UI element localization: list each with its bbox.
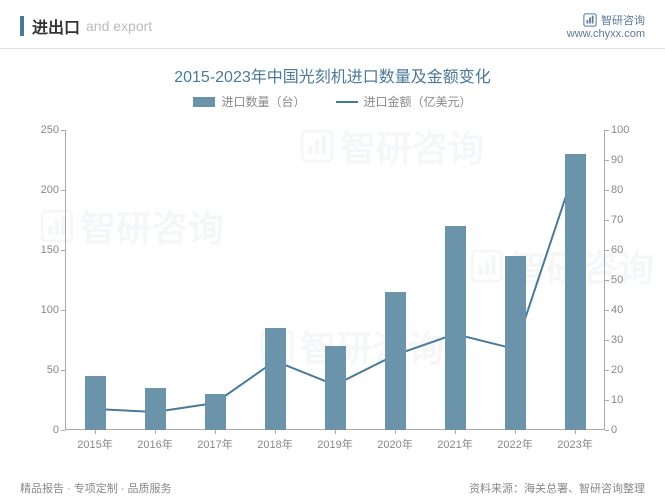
y-right-tick: 100 <box>611 124 629 136</box>
y-left-tick-mark <box>61 370 65 371</box>
bar <box>325 346 346 430</box>
x-label: 2023年 <box>557 436 592 452</box>
header-title-cn: 进出口 <box>32 14 80 38</box>
accent-bar <box>20 16 24 36</box>
y-right-tick-mark <box>605 310 609 311</box>
y-right-tick-mark <box>605 130 609 131</box>
y-right-tick-mark <box>605 340 609 341</box>
legend-line-item: 进口金额（亿美元） <box>336 93 472 110</box>
y-right-tick-mark <box>605 280 609 281</box>
x-label: 2020年 <box>377 436 412 452</box>
y-left-tick: 50 <box>47 364 59 376</box>
x-label: 2017年 <box>197 436 232 452</box>
y-left-tick-mark <box>61 430 65 431</box>
x-label: 2022年 <box>497 436 532 452</box>
footer-right: 资料来源：海关总署、智研咨询整理 <box>469 480 645 496</box>
x-tick-mark <box>95 430 96 434</box>
x-tick-mark <box>335 430 336 434</box>
x-label: 2019年 <box>317 436 352 452</box>
header-title-en: and export <box>86 18 152 34</box>
legend-bar-swatch <box>193 97 215 107</box>
x-tick-mark <box>215 430 216 434</box>
chart-title: 2015-2023年中国光刻机进口数量及金额变化 <box>0 63 665 87</box>
x-label: 2018年 <box>257 436 292 452</box>
header-bar-region: 进出口 and export 智研咨询 www.chyxx.com <box>0 0 665 49</box>
brand-url: www.chyxx.com <box>567 28 645 40</box>
brand-logo-icon <box>583 13 597 27</box>
legend: 进口数量（台） 进口金额（亿美元） <box>0 93 665 110</box>
y-right-tick: 0 <box>611 424 617 436</box>
legend-bar-item: 进口数量（台） <box>193 93 305 110</box>
x-tick-mark <box>395 430 396 434</box>
x-tick-mark <box>275 430 276 434</box>
bar <box>445 226 466 430</box>
brand-name: 智研咨询 <box>601 12 645 28</box>
y-left-tick-mark <box>61 310 65 311</box>
plot-region: 0501001502002500102030405060708090100201… <box>65 130 605 430</box>
chart-area: 0501001502002500102030405060708090100201… <box>45 120 625 460</box>
y-right-tick-mark <box>605 400 609 401</box>
x-label: 2015年 <box>77 436 112 452</box>
footer: 精品报告 · 专项定制 · 品质服务 资料来源：海关总署、智研咨询整理 <box>0 480 665 496</box>
y-left-tick-mark <box>61 190 65 191</box>
bar <box>385 292 406 430</box>
bar <box>505 256 526 430</box>
y-right-tick-mark <box>605 430 609 431</box>
y-right-tick: 40 <box>611 304 623 316</box>
y-right-tick: 70 <box>611 214 623 226</box>
header-brand-block: 智研咨询 www.chyxx.com <box>567 12 645 40</box>
y-right-tick: 30 <box>611 334 623 346</box>
x-label: 2016年 <box>137 436 172 452</box>
y-left-tick: 250 <box>41 124 59 136</box>
y-right-tick-mark <box>605 250 609 251</box>
legend-bar-label: 进口数量（台） <box>221 93 305 110</box>
y-right-tick-mark <box>605 190 609 191</box>
y-right-tick: 80 <box>611 184 623 196</box>
y-right-tick: 10 <box>611 394 623 406</box>
y-left-tick-mark <box>61 250 65 251</box>
y-left-tick: 150 <box>41 244 59 256</box>
y-left-tick: 0 <box>53 424 59 436</box>
bar <box>145 388 166 430</box>
x-tick-mark <box>155 430 156 434</box>
y-left-tick: 200 <box>41 184 59 196</box>
footer-left: 精品报告 · 专项定制 · 品质服务 <box>20 480 172 496</box>
y-left-tick: 100 <box>41 304 59 316</box>
y-right-tick-mark <box>605 370 609 371</box>
y-right-tick: 50 <box>611 274 623 286</box>
bar <box>205 394 226 430</box>
y-right-tick-mark <box>605 220 609 221</box>
legend-line-swatch <box>336 101 358 103</box>
bar <box>565 154 586 430</box>
y-right-tick: 60 <box>611 244 623 256</box>
x-label: 2021年 <box>437 436 472 452</box>
x-tick-mark <box>455 430 456 434</box>
legend-line-label: 进口金额（亿美元） <box>364 93 472 110</box>
bar <box>85 376 106 430</box>
y-right-tick: 20 <box>611 364 623 376</box>
y-right-tick: 90 <box>611 154 623 166</box>
bar <box>265 328 286 430</box>
y-left-tick-mark <box>61 130 65 131</box>
y-right-tick-mark <box>605 160 609 161</box>
x-tick-mark <box>575 430 576 434</box>
x-tick-mark <box>515 430 516 434</box>
